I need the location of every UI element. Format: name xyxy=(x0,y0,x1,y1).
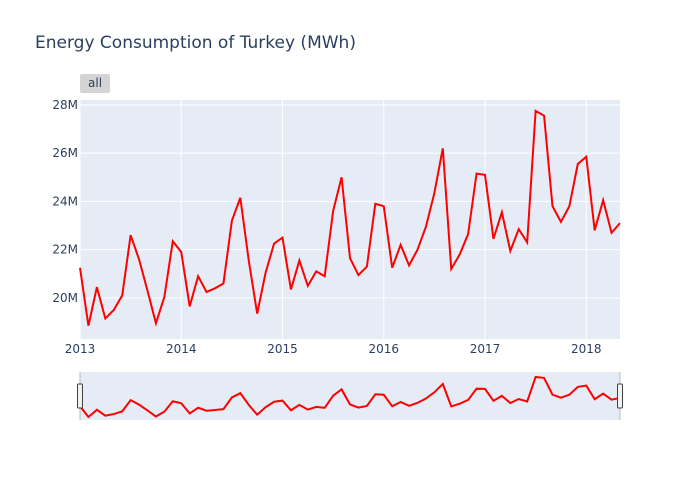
y-axis-ticks: 20M 22M 24M 26M 28M xyxy=(52,98,78,305)
handle-grip xyxy=(77,383,83,409)
x-tick-label: 2016 xyxy=(368,342,399,356)
grid-lines xyxy=(79,100,620,339)
x-tick-label: 2014 xyxy=(166,342,197,356)
chart-title: Energy Consumption of Turkey (MWh) xyxy=(35,33,356,53)
series-line xyxy=(79,109,621,327)
y-tick-label: 26M xyxy=(52,146,78,160)
range-slider-right-handle[interactable] xyxy=(617,372,623,420)
range-selector-all-button[interactable]: all xyxy=(80,74,111,93)
handle-grip xyxy=(617,383,623,409)
y-tick-label: 22M xyxy=(52,243,78,257)
x-tick-label: 2017 xyxy=(470,342,501,356)
plot-area xyxy=(80,100,620,339)
x-axis-ticks: 2013 2014 2015 2016 2017 2018 xyxy=(65,342,602,356)
x-tick-label: 2013 xyxy=(65,342,96,356)
y-tick-label: 20M xyxy=(52,291,78,305)
x-tick-label: 2018 xyxy=(571,342,602,356)
range-slider-left-handle[interactable] xyxy=(77,372,83,420)
y-tick-label: 28M xyxy=(52,98,78,112)
y-tick-label: 24M xyxy=(52,194,78,208)
x-tick-label: 2015 xyxy=(267,342,298,356)
range-slider-series-line xyxy=(79,375,621,419)
